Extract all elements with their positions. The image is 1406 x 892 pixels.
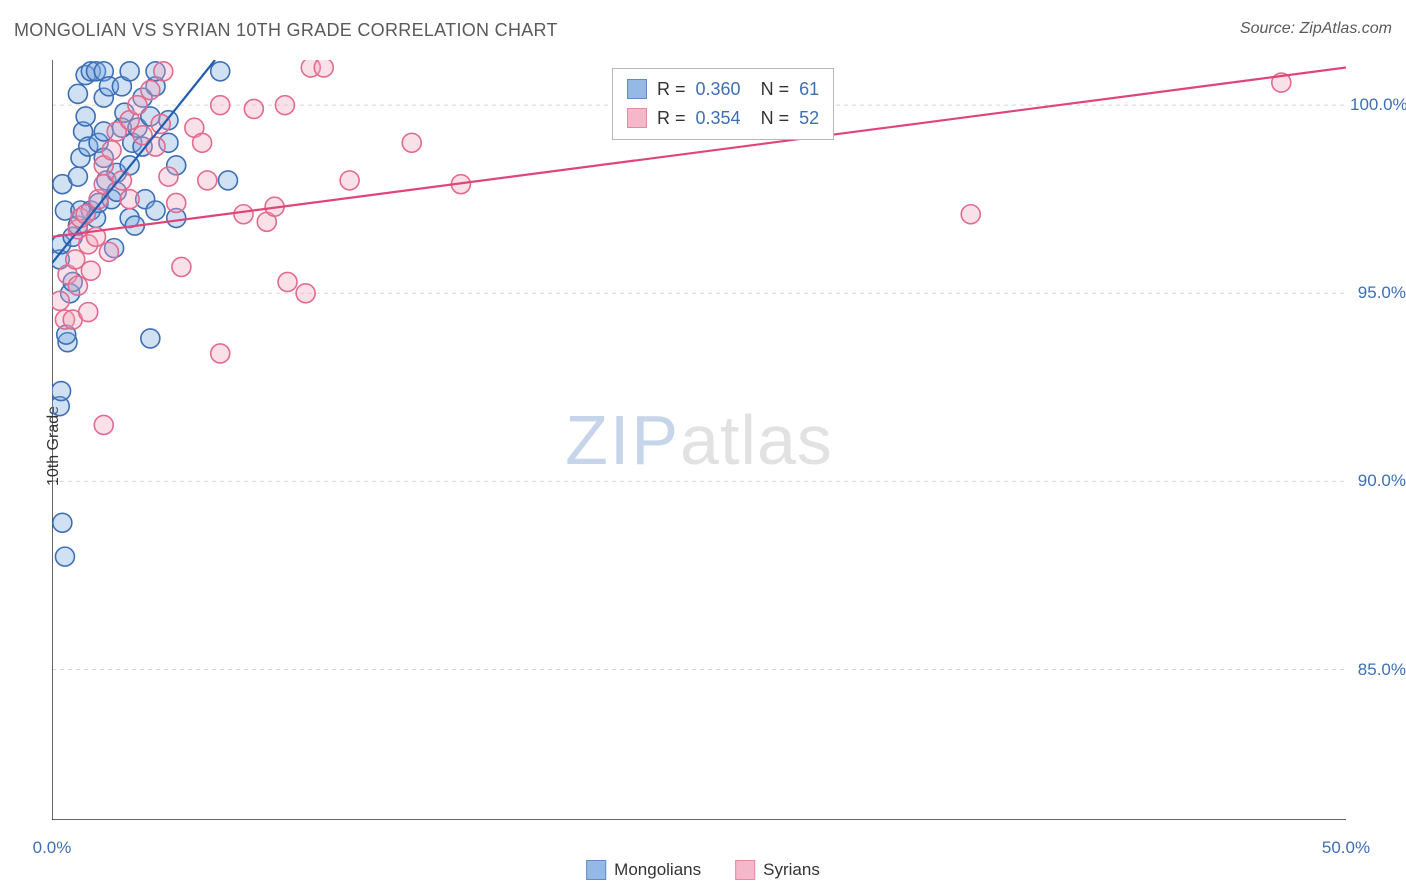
stats-r-label: R =: [657, 75, 686, 104]
legend-item: Syrians: [735, 860, 820, 880]
scatter-plot-svg: [52, 60, 1346, 820]
stats-r-value: 0.360: [696, 75, 741, 104]
stats-n-label: N =: [761, 104, 790, 133]
chart-area: ZIPatlas R =0.360N =61R =0.354N =52 0.0%…: [52, 60, 1346, 820]
x-tick-label: 50.0%: [1322, 838, 1370, 858]
legend-swatch-icon: [735, 860, 755, 880]
y-tick-label: 85.0%: [1350, 660, 1406, 680]
x-tick-label: 0.0%: [33, 838, 72, 858]
stats-row: R = 0.354 N = 52: [627, 104, 819, 133]
legend-series-name: Syrians: [763, 860, 820, 880]
legend-swatch-icon: [627, 108, 647, 128]
stats-r-value: 0.354: [696, 104, 741, 133]
legend-series-name: Mongolians: [614, 860, 701, 880]
stats-row: R = 0.360 N = 61: [627, 75, 819, 104]
y-tick-label: 90.0%: [1350, 471, 1406, 491]
chart-source: Source: ZipAtlas.com: [1240, 20, 1392, 38]
chart-title: MONGOLIAN VS SYRIAN 10TH GRADE CORRELATI…: [14, 20, 558, 41]
bottom-legend: Mongolians Syrians: [586, 860, 820, 880]
legend-item: Mongolians: [586, 860, 701, 880]
stats-r-label: R =: [657, 104, 686, 133]
y-tick-label: 100.0%: [1350, 95, 1406, 115]
stats-n-value: 52: [799, 104, 819, 133]
chart-header: MONGOLIAN VS SYRIAN 10TH GRADE CORRELATI…: [14, 20, 1392, 50]
legend-swatch-icon: [627, 79, 647, 99]
legend-swatch-icon: [586, 860, 606, 880]
stats-n-label: N =: [761, 75, 790, 104]
stats-n-value: 61: [799, 75, 819, 104]
y-tick-label: 95.0%: [1350, 283, 1406, 303]
stats-legend-box: R = 0.360 N = 61 R = 0.354 N = 52: [612, 68, 834, 140]
